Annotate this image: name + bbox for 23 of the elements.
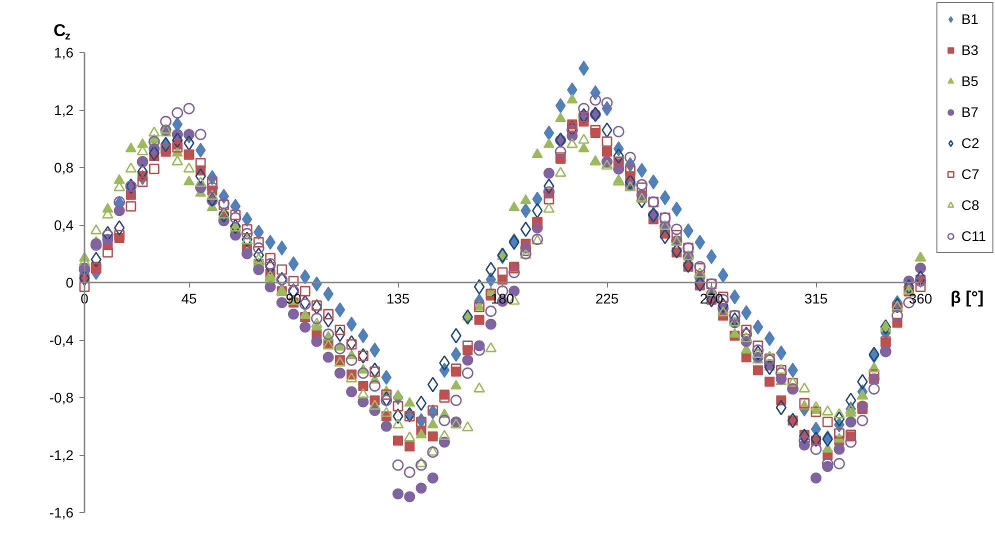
legend-label: C11	[961, 227, 986, 246]
y-tick-label: -1,2	[49, 447, 74, 463]
x-tick-label: 315	[804, 290, 828, 306]
legend-label: C8	[961, 196, 980, 215]
y-tick-label: 1,2	[54, 102, 74, 118]
legend-label: C7	[961, 165, 980, 184]
x-tick-label: 225	[595, 290, 619, 306]
x-tick-label: 135	[386, 290, 410, 306]
y-tick-label: 1,6	[54, 44, 74, 60]
legend-label: C2	[961, 134, 980, 153]
x-axis-title: β [°]	[950, 288, 984, 307]
y-tick-label: 0	[66, 274, 74, 290]
legend-label: B1	[961, 10, 980, 29]
legend-label: B3	[961, 41, 980, 60]
legend-label: B7	[961, 103, 980, 122]
y-tick-label: -0,4	[49, 332, 74, 348]
y-tick-label: 0,8	[54, 160, 74, 176]
x-tick-label: 270	[700, 290, 724, 306]
y-tick-label: 0,4	[54, 217, 74, 233]
x-tick-label: 45	[181, 290, 197, 306]
y-tick-label: -1,6	[49, 504, 74, 520]
y-tick-label: -0,8	[49, 390, 74, 406]
legend-label: B5	[961, 72, 980, 91]
